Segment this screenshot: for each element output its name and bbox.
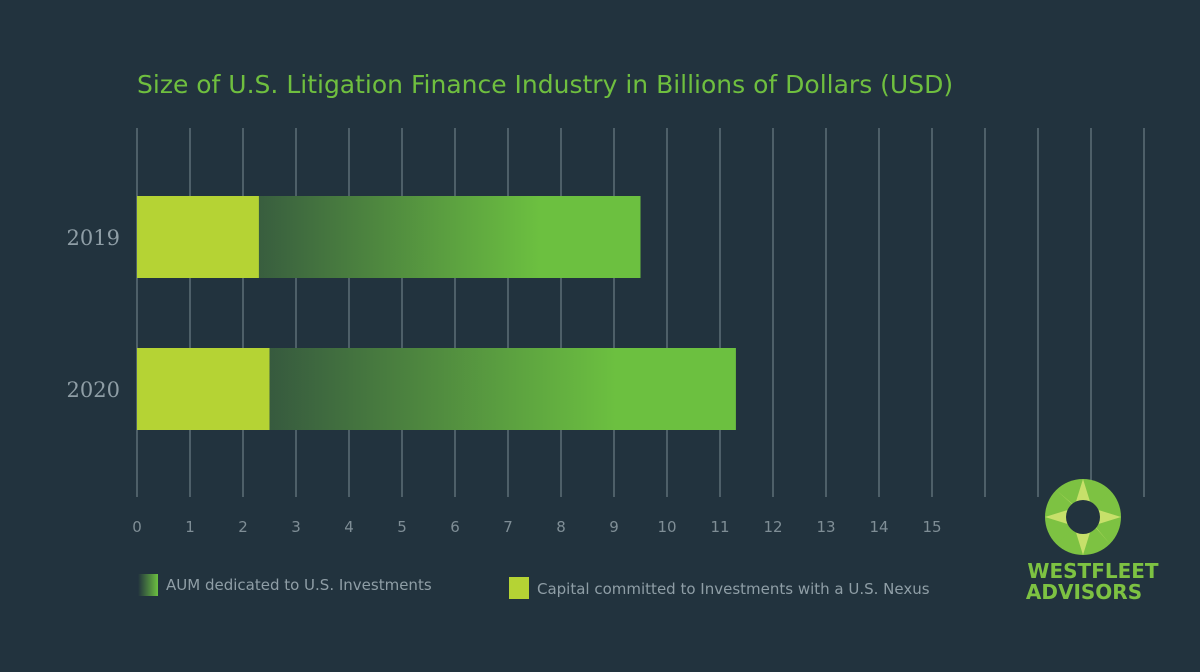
x-tick-label: 3 [291, 518, 301, 536]
x-tick-label: 13 [816, 518, 835, 536]
x-tick-label: 8 [556, 518, 566, 536]
x-tick-label: 7 [503, 518, 513, 536]
bar-capital-2020 [137, 348, 270, 430]
x-axis-ticks: 0 1 2 3 4 5 6 7 8 9 10 11 12 13 14 15 [132, 518, 941, 536]
legend-swatch-aum [138, 574, 158, 596]
x-tick-label: 14 [869, 518, 888, 536]
chart-title: Size of U.S. Litigation Finance Industry… [137, 70, 953, 99]
x-tick-label: 15 [922, 518, 941, 536]
x-tick-label: 9 [609, 518, 619, 536]
logo-wordmark-line1: WESTFLEET [1027, 559, 1159, 583]
y-axis-labels: 2019 2020 [67, 226, 120, 402]
logo-wordmark-line2: ADVISORS [1026, 580, 1142, 604]
legend-label-aum: AUM dedicated to U.S. Investments [166, 576, 432, 594]
bars [137, 196, 736, 430]
legend-swatch-capital [509, 577, 529, 599]
bar-capital-2019 [137, 196, 259, 278]
x-tick-label: 6 [450, 518, 460, 536]
x-tick-label: 12 [763, 518, 782, 536]
gridlines [136, 128, 1145, 497]
x-tick-label: 5 [397, 518, 407, 536]
x-tick-label: 2 [238, 518, 248, 536]
legend-label-capital: Capital committed to Investments with a … [537, 580, 930, 598]
compass-rose-icon [1045, 479, 1121, 555]
y-label-2020: 2020 [67, 378, 120, 402]
y-label-2019: 2019 [67, 226, 120, 250]
legend: AUM dedicated to U.S. Investments Capita… [138, 574, 930, 599]
x-tick-label: 4 [344, 518, 354, 536]
x-tick-label: 0 [132, 518, 142, 536]
x-tick-label: 11 [710, 518, 729, 536]
x-tick-label: 10 [657, 518, 676, 536]
x-tick-label: 1 [185, 518, 195, 536]
logo: WESTFLEET ADVISORS [1026, 479, 1159, 604]
